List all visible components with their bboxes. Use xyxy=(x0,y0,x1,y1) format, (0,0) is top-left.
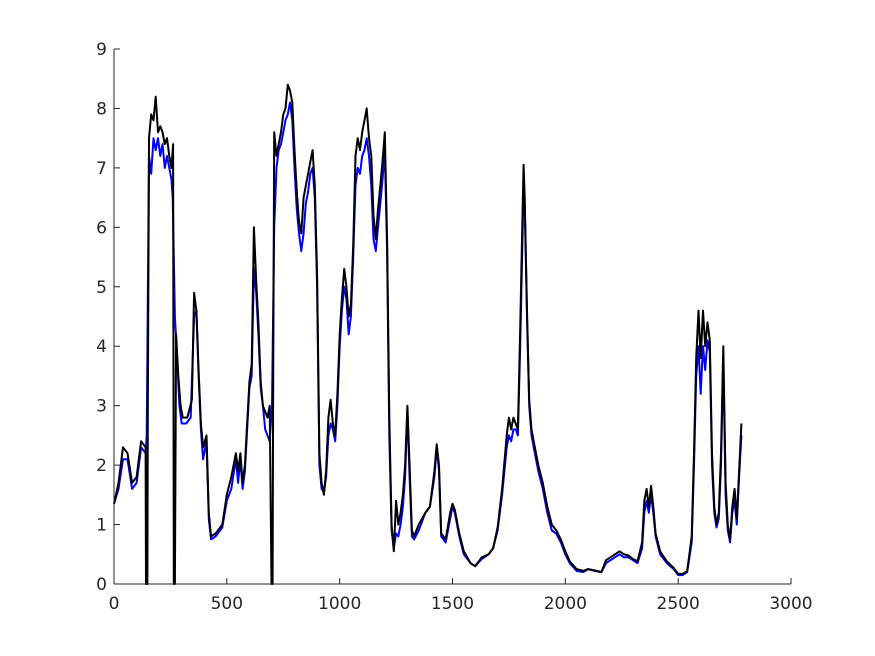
y-tick-label: 9 xyxy=(96,40,107,60)
y-tick-label: 2 xyxy=(96,456,107,476)
x-tick-label: 3000 xyxy=(769,594,812,614)
y-tick-layer: 0 1 2 3 4 5 6 7 8 9 xyxy=(96,40,120,595)
x-tick-label: 2000 xyxy=(544,594,587,614)
y-tick-label: 3 xyxy=(96,397,107,417)
series-layer xyxy=(113,83,743,585)
x-tick-label: 500 xyxy=(211,594,243,614)
x-tick-label: 1000 xyxy=(318,594,361,614)
y-tick-label: 7 xyxy=(96,159,107,179)
x-tick-label: 1500 xyxy=(431,594,474,614)
y-tick-label: 6 xyxy=(96,218,107,238)
y-tick-label: 0 xyxy=(96,575,107,595)
y-tick-label: 8 xyxy=(96,99,107,119)
x-tick-label: 0 xyxy=(109,594,120,614)
y-tick-label: 5 xyxy=(96,278,107,298)
y-tick-label: 4 xyxy=(96,337,107,357)
x-tick-label: 2500 xyxy=(657,594,700,614)
series-line-2 xyxy=(113,83,743,585)
x-tick-layer: 0 500 1000 1500 2000 2500 3000 xyxy=(109,578,813,614)
y-tick-label: 1 xyxy=(96,516,107,536)
